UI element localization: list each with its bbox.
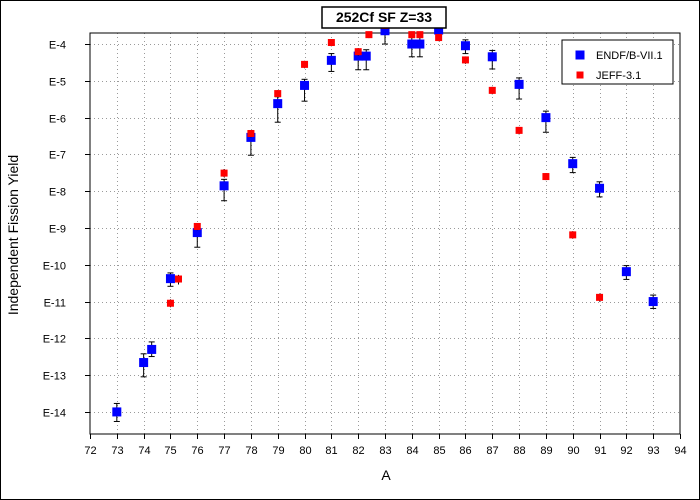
data-point [247, 130, 255, 138]
y-tick-label: E-6 [49, 114, 66, 126]
x-tick-label: 93 [647, 445, 659, 457]
data-point [596, 293, 604, 301]
data-point [407, 39, 417, 49]
data-point [354, 48, 362, 56]
data-point [192, 228, 202, 238]
x-tick-label: 80 [299, 445, 311, 457]
data-point [353, 51, 363, 61]
data-point [595, 183, 605, 193]
data-point [515, 126, 523, 134]
y-tick-label: E-7 [49, 150, 66, 162]
data-point [274, 90, 282, 98]
title-box [321, 6, 447, 29]
data-point [568, 159, 578, 169]
x-tick-label: 94 [674, 445, 686, 457]
data-point [300, 80, 310, 90]
data-point [166, 299, 174, 307]
data-point [621, 267, 631, 277]
x-tick-label: 90 [567, 445, 579, 457]
x-tick-label: 73 [111, 445, 123, 457]
data-point [301, 60, 309, 68]
x-tick-label: 82 [352, 445, 364, 457]
x-axis-ticks: 72 73 74 75 76 77 78 79 80 81 82 83 84 85 86 87 88 89 90 91… [84, 434, 687, 457]
series-endf [112, 23, 658, 422]
legend-swatch [576, 71, 584, 79]
data-point [542, 173, 550, 181]
x-tick-label: 81 [325, 445, 337, 457]
x-tick-label: 76 [191, 445, 203, 457]
data-point [416, 31, 424, 39]
data-point [460, 41, 470, 51]
data-point [434, 25, 444, 35]
data-point [541, 113, 551, 123]
data-point [327, 39, 335, 47]
data-point [365, 31, 373, 39]
x-tick-label: 74 [138, 445, 150, 457]
y-tick-label: E-8 [49, 187, 66, 199]
y-tick-label: E-10 [43, 261, 66, 273]
y-tick-label: E-12 [43, 334, 66, 346]
chart-title: 252Cf SF Z=33 [321, 6, 447, 29]
x-tick-label: 83 [379, 445, 391, 457]
series-jeff [166, 21, 604, 308]
data-point [220, 169, 228, 177]
x-tick-label: 92 [620, 445, 632, 457]
data-point [488, 86, 496, 94]
x-tick-label: 72 [84, 445, 96, 457]
y-axis-label: Independent Fission Yield [5, 155, 21, 315]
data-point [514, 79, 524, 89]
data-point [165, 274, 175, 284]
x-tick-label: 86 [459, 445, 471, 457]
x-tick-label: 77 [218, 445, 230, 457]
y-tick-label: E-11 [44, 298, 66, 310]
y-tick-label: E-9 [49, 224, 66, 236]
data-point [219, 181, 229, 191]
x-tick-label: 88 [513, 445, 525, 457]
legend-entry: JEFF-3.1 [596, 70, 641, 82]
y-tick-label: E-4 [49, 40, 66, 52]
data-point [569, 231, 577, 239]
data-point [461, 56, 469, 64]
y-tick-label: E-14 [43, 408, 66, 420]
grid [90, 33, 680, 434]
data-point [326, 55, 336, 65]
x-tick-label: 84 [406, 445, 418, 457]
data-point [380, 26, 390, 36]
x-tick-label: 79 [272, 445, 284, 457]
x-tick-label: 78 [245, 445, 257, 457]
x-axis-label: A [381, 467, 391, 483]
data-point [147, 344, 157, 354]
legend: ENDF/B-VII.1 JEFF-3.1 [561, 39, 674, 85]
data-point [139, 358, 149, 368]
legend-entry: ENDF/B-VII.1 [596, 50, 663, 62]
data-point [408, 31, 416, 39]
y-tick-label: E-5 [49, 77, 66, 89]
data-point [361, 51, 371, 61]
data-point [487, 52, 497, 62]
x-tick-label: 91 [594, 445, 606, 457]
x-tick-label: 87 [486, 445, 498, 457]
chart-title-text: 252Cf SF Z=33 [336, 9, 432, 25]
data-point [193, 222, 201, 230]
data-point [648, 297, 658, 307]
legend-swatch [575, 50, 585, 60]
x-tick-label: 89 [540, 445, 552, 457]
data-point [112, 407, 122, 417]
data-point [415, 39, 425, 49]
data-point [273, 99, 283, 109]
x-tick-label: 75 [164, 445, 176, 457]
data-point [175, 275, 182, 283]
y-axis-ticks: E-4 E-5 E-6 E-7 E-8 E-9 E-10 E-11 E-12 E-13 E-14 [43, 40, 90, 420]
x-tick-label: 85 [433, 445, 445, 457]
y-tick-label: E-13 [43, 371, 66, 383]
data-point [435, 34, 443, 42]
